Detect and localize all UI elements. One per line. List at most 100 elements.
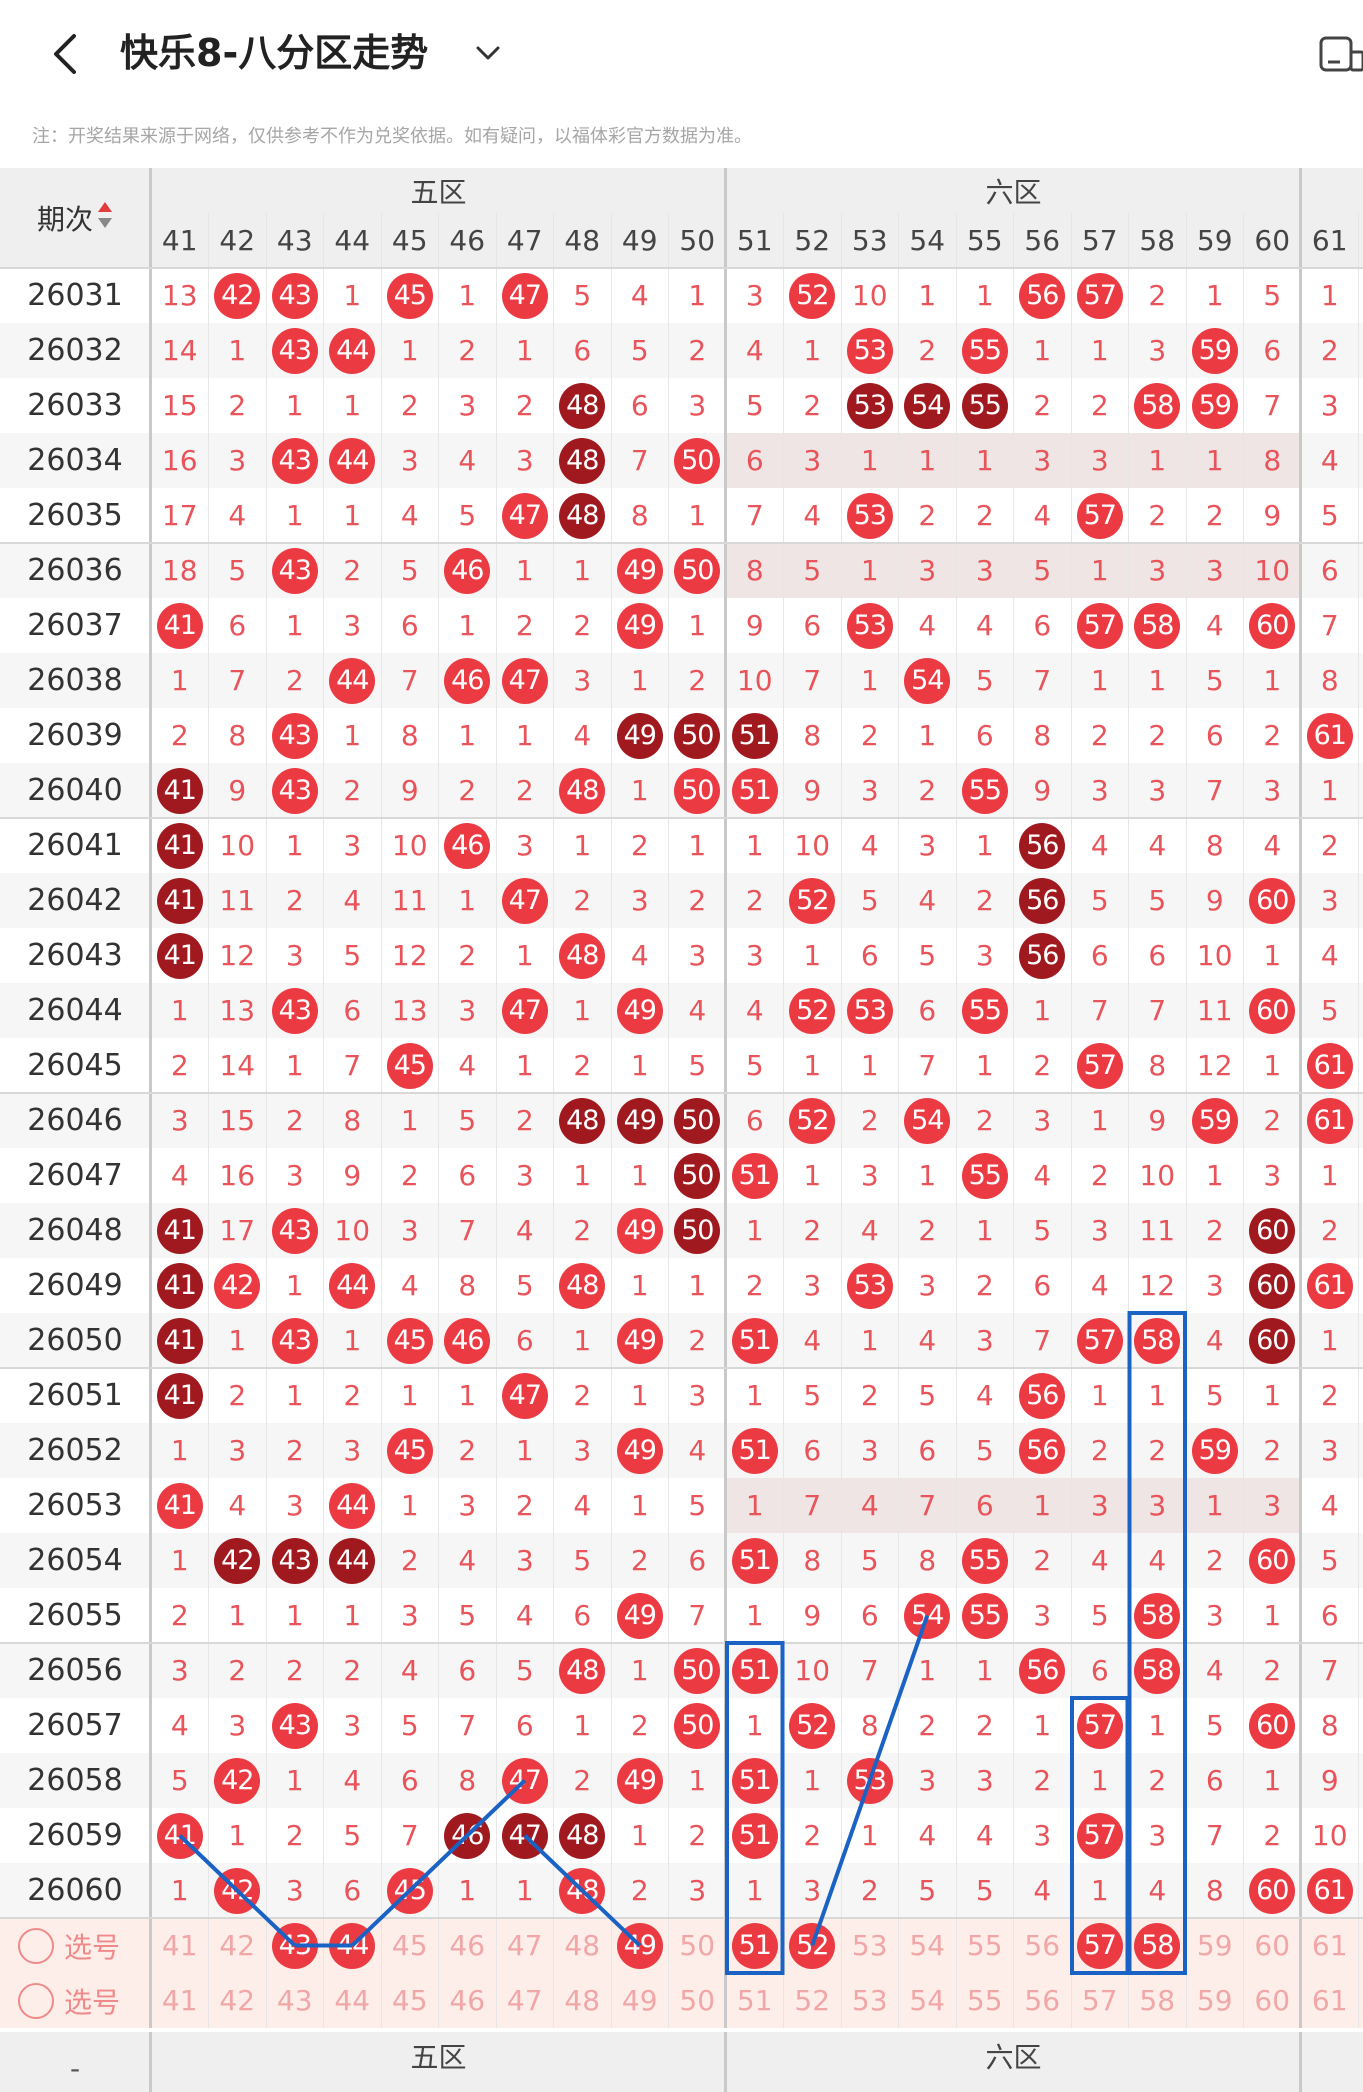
drawn-ball: 49 <box>616 1317 663 1364</box>
column-number: 46 <box>449 223 486 257</box>
cell: 41 <box>151 598 209 653</box>
drawn-ball: 56 <box>1019 272 1066 319</box>
missing-count: 1 <box>975 444 994 477</box>
select-row-label[interactable]: 选号 <box>0 1973 150 2028</box>
select-number[interactable]: 47 <box>506 1929 543 1962</box>
drawn-ball: 53 <box>846 602 893 649</box>
missing-count: 18 <box>161 554 198 587</box>
select-number[interactable]: 56 <box>1024 1984 1061 2017</box>
select-number[interactable]: 58 <box>1139 1984 1176 2017</box>
repeat-ball: 41 <box>156 1207 203 1254</box>
missing-count: 4 <box>688 994 707 1027</box>
select-number[interactable]: 48 <box>564 1929 601 1962</box>
select-row-label[interactable]: 选号 <box>0 1918 150 1973</box>
radio-circle-icon[interactable] <box>18 1927 54 1964</box>
missing-count: 3 <box>630 884 649 917</box>
missing-count: 4 <box>228 499 247 532</box>
missing-count: 1 <box>573 994 592 1027</box>
select-number[interactable]: 61 <box>1311 1984 1348 2017</box>
missing-count: 4 <box>1148 1874 1167 1907</box>
missing-count: 1 <box>170 1434 189 1467</box>
missing-count: 1 <box>170 664 189 697</box>
drawn-ball: 41 <box>156 602 203 649</box>
cell: 49 <box>611 1753 669 1808</box>
select-number[interactable]: 53 <box>851 1984 888 2017</box>
grid-line <box>208 213 209 2028</box>
select-number[interactable]: 56 <box>1024 1929 1061 1962</box>
select-number[interactable]: 54 <box>909 1984 946 2017</box>
grid-line <box>724 168 727 2028</box>
select-number[interactable]: 45 <box>391 1984 428 2017</box>
cell: 47 <box>496 653 554 708</box>
missing-count: 4 <box>630 939 649 972</box>
missing-count: 1 <box>745 1874 764 1907</box>
drawn-ball[interactable]: 58 <box>1134 1922 1181 1969</box>
missing-count: 3 <box>1205 1599 1224 1632</box>
cell: 43 <box>266 708 324 763</box>
select-number[interactable]: 42 <box>219 1984 256 2017</box>
select-number[interactable]: 42 <box>219 1929 256 1962</box>
missing-count: 5 <box>918 1379 937 1412</box>
drawn-ball[interactable]: 57 <box>1076 1922 1123 1969</box>
missing-count: 2 <box>745 884 764 917</box>
select-number[interactable]: 46 <box>449 1984 486 2017</box>
select-number[interactable]: 41 <box>161 1984 198 2017</box>
repeat-ball: 56 <box>1019 822 1066 869</box>
highlight-box <box>725 1641 785 1975</box>
chevron-down-icon[interactable] <box>472 38 504 68</box>
toolbar-icon[interactable] <box>1318 34 1363 74</box>
select-number[interactable]: 47 <box>506 1984 543 2017</box>
drawn-ball: 49 <box>616 1592 663 1639</box>
repeat-ball: 53 <box>846 382 893 429</box>
missing-count: 5 <box>400 1709 419 1742</box>
select-number[interactable]: 46 <box>449 1929 486 1962</box>
select-number[interactable]: 54 <box>909 1929 946 1962</box>
cell: 52 <box>784 1698 842 1753</box>
select-number[interactable]: 53 <box>851 1929 888 1962</box>
grid-line <box>1243 213 1244 2028</box>
select-number[interactable]: 50 <box>679 1984 716 2017</box>
select-number[interactable]: 48 <box>564 1984 601 2017</box>
repeat-ball: 56 <box>1019 932 1066 979</box>
cell: 46 <box>439 1313 497 1368</box>
select-number[interactable]: 60 <box>1254 1984 1291 2017</box>
sort-arrows-icon[interactable] <box>97 200 113 237</box>
grid-line <box>438 213 439 2028</box>
cell: 43 <box>266 763 324 818</box>
row-background <box>0 928 1363 983</box>
radio-circle-icon[interactable] <box>18 1982 54 2019</box>
missing-count: 2 <box>1205 499 1224 532</box>
page-title[interactable]: 快乐8-八分区走势 <box>120 31 429 75</box>
select-number[interactable]: 60 <box>1254 1929 1291 1962</box>
select-number[interactable]: 49 <box>621 1984 658 2017</box>
select-number[interactable]: 61 <box>1311 1929 1348 1962</box>
select-number[interactable]: 55 <box>966 1929 1003 1962</box>
select-number[interactable]: 55 <box>966 1984 1003 2017</box>
cell: 56 <box>1014 1643 1072 1698</box>
select-number[interactable]: 44 <box>334 1984 371 2017</box>
select-number[interactable]: 41 <box>161 1929 198 1962</box>
missing-count: 6 <box>515 1709 534 1742</box>
select-number[interactable]: 51 <box>736 1984 773 2017</box>
grid-line <box>0 1092 1363 1094</box>
select-number[interactable]: 59 <box>1196 1984 1233 2017</box>
drawn-ball: 43 <box>271 327 318 374</box>
select-number[interactable]: 57 <box>1081 1984 1118 2017</box>
missing-count: 1 <box>745 1599 764 1632</box>
missing-count: 1 <box>630 1049 649 1082</box>
missing-count: 5 <box>1205 1379 1224 1412</box>
missing-count: 2 <box>458 1434 477 1467</box>
missing-count: 10 <box>334 1214 371 1247</box>
back-arrow-icon[interactable] <box>42 28 86 80</box>
select-number[interactable]: 52 <box>794 1984 831 2017</box>
select-number[interactable]: 45 <box>391 1929 428 1962</box>
period-column-header[interactable]: 期次 <box>0 168 150 268</box>
drawn-ball: 49 <box>616 547 663 594</box>
grid-line <box>1013 213 1014 2028</box>
select-number[interactable]: 50 <box>679 1929 716 1962</box>
select-number[interactable]: 59 <box>1196 1929 1233 1962</box>
period-number: 26040 <box>27 773 123 808</box>
missing-count: 4 <box>343 1764 362 1797</box>
select-number[interactable]: 43 <box>276 1984 313 2017</box>
drawn-ball[interactable]: 51 <box>731 1922 778 1969</box>
